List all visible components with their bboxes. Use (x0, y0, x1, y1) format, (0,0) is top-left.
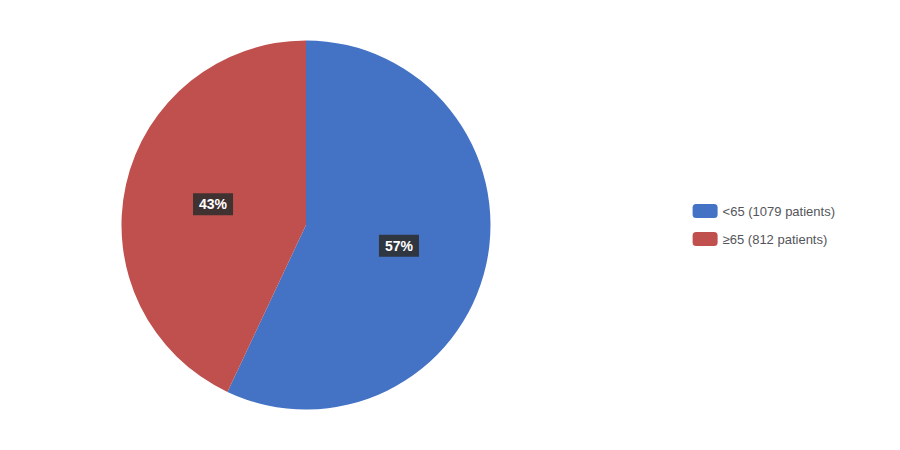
svg-text:43%: 43% (199, 196, 228, 212)
svg-text:57%: 57% (385, 238, 414, 254)
svg-text:<65 (1079 patients): <65 (1079 patients) (723, 204, 835, 219)
svg-text:≥65 (812 patients): ≥65 (812 patients) (723, 232, 828, 247)
